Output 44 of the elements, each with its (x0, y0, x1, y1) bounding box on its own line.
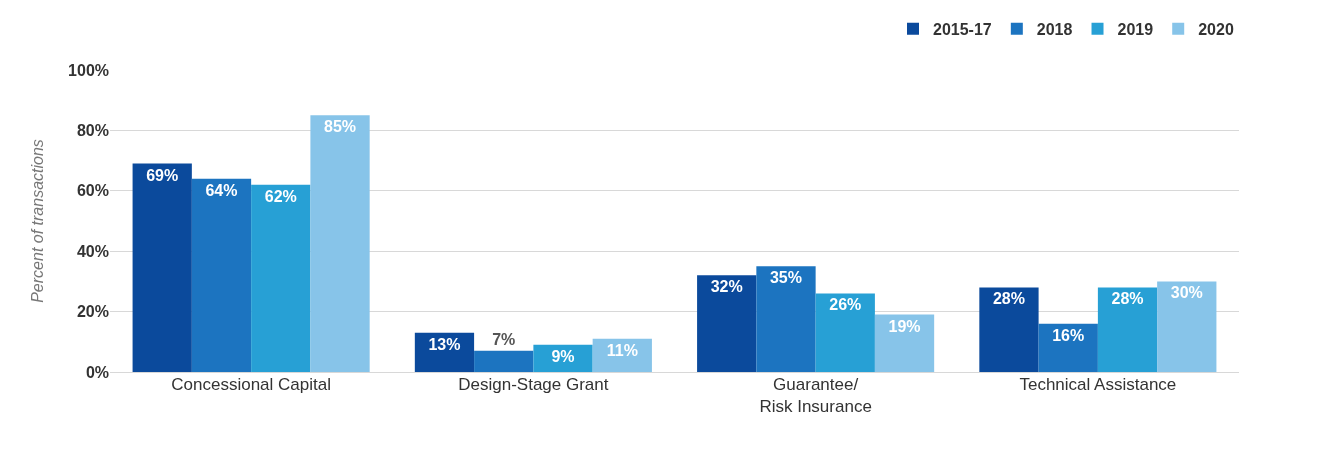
data-label: 9% (551, 347, 575, 365)
data-label: 28% (992, 290, 1025, 308)
x-tick-label: Concessional Capital (171, 375, 331, 394)
data-label: 69% (146, 166, 179, 184)
bar (815, 293, 875, 372)
legend-label: 2020 (1198, 20, 1234, 38)
bar (251, 184, 311, 372)
bar (191, 178, 252, 372)
data-label: 30% (1170, 284, 1203, 302)
legend-label: 2018 (1036, 20, 1073, 38)
bar (1097, 287, 1158, 372)
legend-label: 2015-17 (933, 20, 992, 38)
y-axis-title: Percent of transactions (28, 139, 46, 303)
legend-label: 2019 (1117, 20, 1154, 38)
bar (474, 350, 534, 372)
y-tick-label: 0% (85, 363, 109, 381)
y-tick-label: 80% (76, 122, 109, 139)
data-label: 26% (829, 296, 862, 314)
data-label: 7% (492, 330, 516, 348)
y-tick-label: 60% (76, 182, 109, 200)
bar (697, 275, 757, 372)
bar (1157, 281, 1217, 372)
data-label: 35% (769, 269, 803, 287)
data-label: 64% (205, 181, 238, 199)
x-tick-label: Technical Assistance (1019, 375, 1177, 394)
data-label: 16% (1052, 326, 1085, 344)
y-tick-label: 100% (68, 61, 109, 79)
x-tick-label: Design-Stage Grant (458, 375, 609, 394)
data-label: 85% (324, 118, 357, 136)
data-label: 28% (1111, 290, 1144, 308)
bar (756, 266, 816, 372)
bar (979, 287, 1039, 372)
y-tick-label: 20% (76, 303, 109, 321)
data-label: 32% (710, 278, 743, 296)
data-label: 13% (428, 335, 461, 353)
x-tick-label: Guarantee/ Risk Insurance (759, 375, 872, 417)
bar (310, 115, 370, 372)
data-label: 11% (606, 341, 638, 359)
bar (874, 314, 935, 372)
data-label: 62% (264, 187, 297, 205)
y-tick-label: 40% (76, 242, 109, 260)
bar (1038, 323, 1098, 372)
bar (132, 163, 192, 372)
data-label: 19% (888, 317, 921, 335)
